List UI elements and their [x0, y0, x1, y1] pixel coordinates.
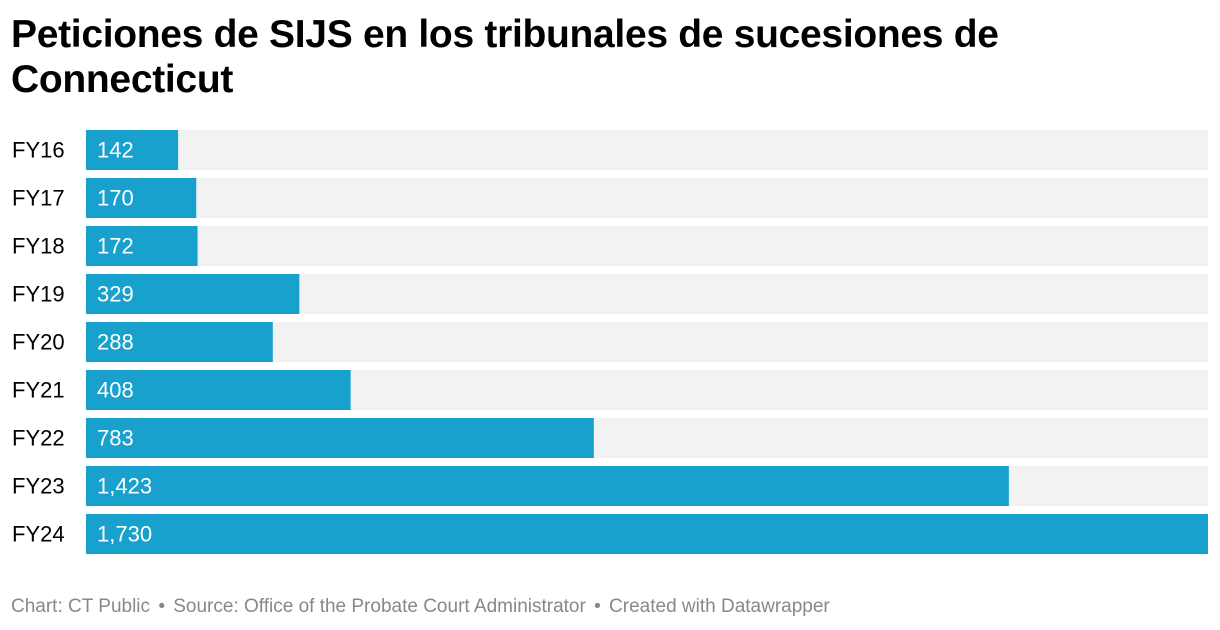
value-label-fy20: 288	[97, 330, 134, 355]
value-label-fy23: 1,423	[97, 474, 152, 499]
bar-row-fy19: FY19 329	[12, 274, 1208, 314]
category-label-fy22: FY22	[12, 426, 65, 451]
category-label-fy16: FY16	[12, 138, 65, 163]
created-with: Created with Datawrapper	[609, 596, 830, 617]
bar-track-fy20	[86, 322, 1208, 362]
value-label-fy19: 329	[97, 282, 134, 307]
chart-source: Source: Office of the Probate Court Admi…	[173, 596, 586, 617]
bar-fy21	[86, 370, 351, 410]
category-label-fy19: FY19	[12, 282, 65, 307]
category-label-fy21: FY21	[12, 378, 65, 403]
footer-separator: •	[594, 596, 601, 617]
value-label-fy24: 1,730	[97, 522, 152, 547]
bar-fy19	[86, 274, 300, 314]
category-label-fy23: FY23	[12, 474, 65, 499]
chart-footer: Chart: CT Public • Source: Office of the…	[11, 595, 830, 619]
bar-track-fy17	[86, 178, 1208, 218]
bar-row-fy16: FY16 142	[12, 130, 1208, 170]
bar-fy23	[86, 466, 1009, 506]
bar-row-fy22: FY22 783	[12, 418, 1208, 458]
bar-fy20	[86, 322, 273, 362]
bar-fy22	[86, 418, 594, 458]
chart-title: Peticiones de SIJS en los tribunales de …	[11, 13, 999, 101]
bar-row-fy18: FY18 172	[12, 226, 1208, 266]
value-label-fy21: 408	[97, 378, 134, 403]
bar-row-fy20: FY20 288	[12, 322, 1208, 362]
bar-fy16	[86, 130, 179, 170]
bar-fy24	[86, 514, 1208, 554]
bar-fy18	[86, 226, 198, 266]
value-label-fy22: 783	[97, 426, 134, 451]
category-label-fy17: FY17	[12, 186, 65, 211]
value-label-fy17: 170	[97, 186, 134, 211]
category-label-fy20: FY20	[12, 330, 65, 355]
category-label-fy24: FY24	[12, 522, 65, 547]
bar-track-fy18	[86, 226, 1208, 266]
footer-separator: •	[158, 596, 165, 617]
bar-row-fy21: FY21 408	[12, 370, 1208, 410]
category-label-fy18: FY18	[12, 234, 65, 259]
bar-row-fy23: FY23 1,423	[12, 466, 1208, 506]
bar-fy17	[86, 178, 197, 218]
bar-row-fy17: FY17 170	[12, 178, 1208, 218]
chart-credit: Chart: CT Public	[11, 596, 151, 617]
value-label-fy18: 172	[97, 234, 134, 259]
value-label-fy16: 142	[97, 138, 134, 163]
bar-track-fy16	[86, 130, 1208, 170]
bar-row-fy24: FY24 1,730	[12, 514, 1208, 554]
